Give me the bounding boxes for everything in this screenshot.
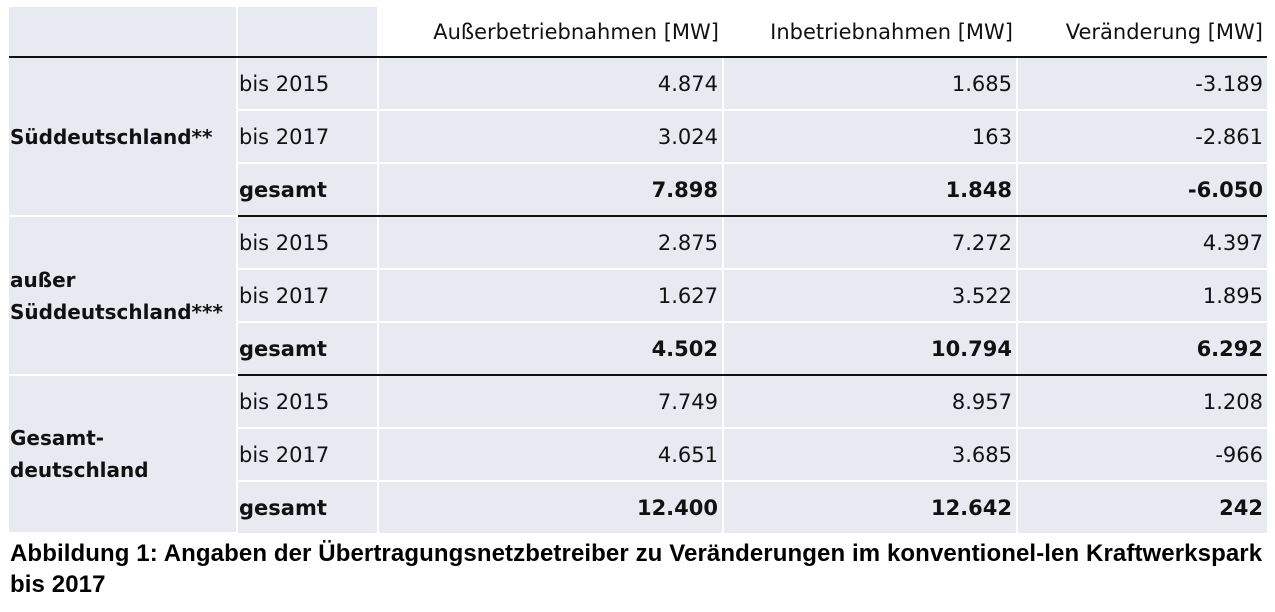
veraenderung-cell: 242 (1017, 481, 1267, 533)
inbetriebnahmen-cell: 1.685 (723, 57, 1018, 111)
period-cell: gesamt (237, 481, 379, 533)
header-row: Außerbetriebnahmen [MW] Inbetriebnahmen … (9, 7, 1267, 58)
inbetriebnahmen-cell: 10.794 (723, 322, 1018, 376)
veraenderung-cell: -3.189 (1017, 57, 1267, 111)
period-cell: bis 2017 (237, 110, 379, 164)
table-row-total: gesamt 12.400 12.642 242 (9, 481, 1267, 533)
table-row-total: gesamt 4.502 10.794 6.292 (9, 322, 1267, 376)
inbetriebnahmen-cell: 3.685 (723, 428, 1018, 482)
period-cell: gesamt (237, 322, 379, 376)
veraenderung-cell: -2.861 (1017, 110, 1267, 164)
figure-caption: Abbildung 1: Angaben der Übertragungsnet… (10, 540, 1263, 598)
period-cell: bis 2015 (237, 216, 379, 270)
period-cell: bis 2015 (237, 57, 379, 111)
inbetriebnahmen-cell: 7.272 (723, 216, 1018, 270)
ausserbetriebnahmen-cell: 7.749 (378, 375, 724, 429)
region-cell-sueddeutschland: Süddeutschland** (9, 57, 238, 217)
kraftwerkspark-table: Außerbetriebnahmen [MW] Inbetriebnahmen … (9, 7, 1267, 534)
table-row: außer Süddeutschland*** bis 2015 2.875 7… (9, 216, 1267, 376)
ausserbetriebnahmen-cell: 4.651 (378, 428, 724, 482)
veraenderung-cell: 1.895 (1017, 269, 1267, 323)
table-row: bis 2017 4.651 3.685 -966 (9, 428, 1267, 482)
ausserbetriebnahmen-cell: 12.400 (378, 481, 724, 533)
region-cell-ausser-sueddeutschland: außer Süddeutschland*** (9, 216, 238, 376)
veraenderung-cell: -966 (1017, 428, 1267, 482)
period-cell: bis 2017 (237, 269, 379, 323)
kraftwerkspark-table-wrap: Außerbetriebnahmen [MW] Inbetriebnahmen … (9, 7, 1267, 534)
table-row-total: gesamt 7.898 1.848 -6.050 (9, 163, 1267, 217)
header-ausserbetriebnahmen: Außerbetriebnahmen [MW] (378, 7, 723, 58)
veraenderung-cell: 1.208 (1017, 375, 1267, 429)
ausserbetriebnahmen-cell: 2.875 (378, 216, 724, 270)
header-inbetriebnahmen: Inbetriebnahmen [MW] (723, 7, 1017, 58)
inbetriebnahmen-cell: 3.522 (723, 269, 1018, 323)
header-veraenderung: Veränderung [MW] (1017, 7, 1267, 58)
table-row: bis 2017 1.627 3.522 1.895 (9, 269, 1267, 323)
table-row: Gesamt-deutschland bis 2015 7.749 8.957 … (9, 375, 1267, 534)
veraenderung-cell: 6.292 (1017, 322, 1267, 376)
inbetriebnahmen-cell: 1.848 (723, 163, 1018, 217)
period-cell: bis 2017 (237, 428, 379, 482)
ausserbetriebnahmen-cell: 4.874 (378, 57, 724, 111)
inbetriebnahmen-cell: 163 (723, 110, 1018, 164)
period-cell: bis 2015 (237, 375, 379, 429)
header-cell-period (237, 7, 379, 58)
table-row: Süddeutschland** bis 2015 4.874 1.685 -3… (9, 57, 1267, 217)
region-cell-gesamtdeutschland: Gesamt-deutschland (9, 375, 238, 534)
header-cell-region (9, 7, 238, 58)
table-row: bis 2017 3.024 163 -2.861 (9, 110, 1267, 164)
inbetriebnahmen-cell: 8.957 (723, 375, 1018, 429)
period-cell: gesamt (237, 163, 379, 217)
inbetriebnahmen-cell: 12.642 (723, 481, 1018, 533)
veraenderung-cell: 4.397 (1017, 216, 1267, 270)
ausserbetriebnahmen-cell: 4.502 (378, 322, 724, 376)
ausserbetriebnahmen-cell: 7.898 (378, 163, 724, 217)
veraenderung-cell: -6.050 (1017, 163, 1267, 217)
ausserbetriebnahmen-cell: 1.627 (378, 269, 724, 323)
ausserbetriebnahmen-cell: 3.024 (378, 110, 724, 164)
